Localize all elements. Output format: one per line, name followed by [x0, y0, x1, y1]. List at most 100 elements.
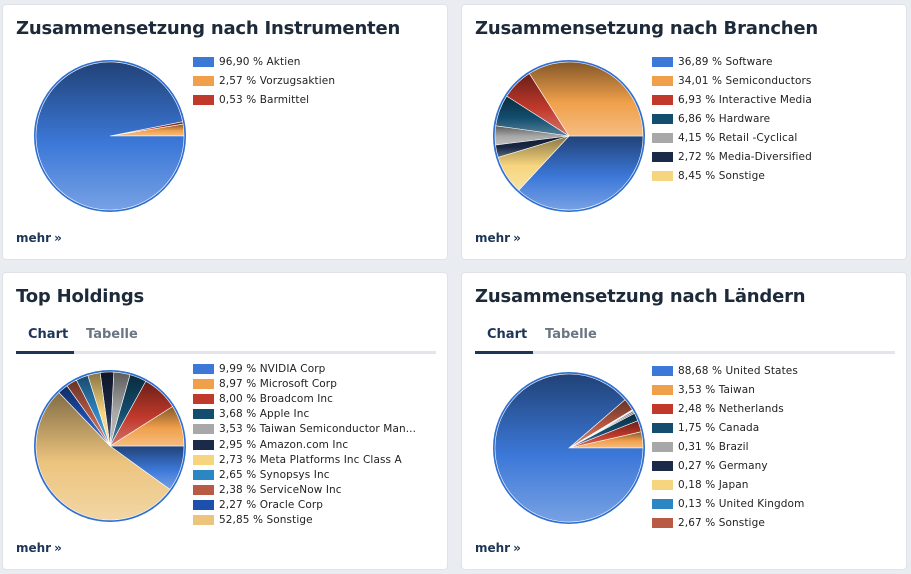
- legend-item: 2,65 % Synopsys Inc: [193, 467, 416, 482]
- legend-swatch: [652, 94, 673, 105]
- legend-swatch: [193, 75, 214, 86]
- legend-swatch: [193, 56, 214, 67]
- sectors-pie-chart: [493, 60, 645, 212]
- legend-swatch: [652, 132, 673, 143]
- legend-swatch: [652, 460, 673, 471]
- legend-label: 3,53 % Taiwan: [678, 383, 756, 396]
- chart-table-tabs: Chart Tabelle: [475, 320, 895, 354]
- legend-label: 0,13 % United Kingdom: [678, 497, 805, 510]
- legend-item: 2,72 % Media-Diversified: [652, 147, 812, 166]
- legend-label: 8,97 % Microsoft Corp: [219, 377, 337, 390]
- legend-swatch: [193, 515, 214, 526]
- mehr-link[interactable]: mehr»: [16, 231, 62, 245]
- sectors-legend: 36,89 % Software 34,01 % Semiconductors 6,…: [652, 52, 812, 185]
- legend-label: 2,57 % Vorzugsaktien: [219, 74, 336, 87]
- legend-label: 34,01 % Semiconductors: [678, 74, 812, 87]
- legend-item: 6,86 % Hardware: [652, 109, 812, 128]
- legend-swatch: [652, 422, 673, 433]
- legend-item: 0,18 % Japan: [652, 475, 804, 494]
- sectors-card: Zusammensetzung nach Branchen 36,89 % So…: [462, 5, 906, 259]
- legend-swatch: [193, 94, 214, 105]
- legend-swatch: [193, 500, 214, 511]
- legend-item: 9,99 % NVIDIA Corp: [193, 361, 416, 376]
- card-title: Zusammensetzung nach Ländern: [475, 286, 806, 307]
- tab-tabelle[interactable]: Tabelle: [86, 327, 138, 342]
- legend-swatch: [652, 365, 673, 376]
- legend-swatch: [193, 409, 214, 420]
- double-chevron-right-icon: »: [513, 541, 521, 555]
- countries-pie-chart: [493, 372, 645, 524]
- legend-item: 4,15 % Retail -Cyclical: [652, 128, 812, 147]
- double-chevron-right-icon: »: [54, 231, 62, 245]
- pie-slice-aktien[interactable]: [35, 61, 185, 211]
- legend-label: 2,65 % Synopsys Inc: [219, 468, 330, 481]
- pie-slice-united-states[interactable]: [494, 373, 644, 523]
- legend-item: 88,68 % United States: [652, 361, 804, 380]
- legend-label: 36,89 % Software: [678, 55, 773, 68]
- legend-swatch: [193, 363, 214, 374]
- tab-tabelle[interactable]: Tabelle: [545, 327, 597, 342]
- legend-swatch: [652, 441, 673, 452]
- instruments-card: Zusammensetzung nach Instrumenten 96,90 …: [3, 5, 447, 259]
- holdings-legend: 9,99 % NVIDIA Corp 8,97 % Microsoft Corp 8…: [193, 361, 416, 528]
- legend-item: 34,01 % Semiconductors: [652, 71, 812, 90]
- mehr-link[interactable]: mehr»: [475, 231, 521, 245]
- legend-swatch: [193, 454, 214, 465]
- legend-label: 2,67 % Sonstige: [678, 516, 765, 529]
- legend-swatch: [193, 439, 214, 450]
- pie-slice-sonstige[interactable]: [35, 392, 171, 521]
- legend-swatch: [652, 498, 673, 509]
- card-title: Zusammensetzung nach Instrumenten: [16, 18, 401, 39]
- legend-label: 2,48 % Netherlands: [678, 402, 784, 415]
- legend-label: 3,68 % Apple Inc: [219, 408, 310, 421]
- double-chevron-right-icon: »: [513, 231, 521, 245]
- legend-item: 2,73 % Meta Platforms Inc Class A: [193, 452, 416, 467]
- legend-label: 88,68 % United States: [678, 364, 798, 377]
- legend-swatch: [193, 424, 214, 435]
- legend-swatch: [652, 75, 673, 86]
- legend-label: 2,95 % Amazon.com Inc: [219, 438, 349, 451]
- legend-label: 0,27 % Germany: [678, 459, 768, 472]
- mehr-link[interactable]: mehr»: [475, 541, 521, 555]
- legend-item: 8,97 % Microsoft Corp: [193, 376, 416, 391]
- legend-swatch: [193, 393, 214, 404]
- legend-label: 96,90 % Aktien: [219, 55, 301, 68]
- card-title: Top Holdings: [16, 286, 145, 307]
- legend-label: 52,85 % Sonstige: [219, 514, 313, 527]
- legend-item: 2,38 % ServiceNow Inc: [193, 483, 416, 498]
- legend-label: 9,99 % NVIDIA Corp: [219, 362, 326, 375]
- countries-legend: 88,68 % United States 3,53 % Taiwan 2,48 %…: [652, 361, 804, 532]
- legend-swatch: [193, 378, 214, 389]
- tab-chart[interactable]: Chart: [475, 324, 533, 354]
- pie-slice-semiconductors[interactable]: [528, 61, 644, 137]
- legend-item: 0,31 % Brazil: [652, 437, 804, 456]
- legend-item: 2,95 % Amazon.com Inc: [193, 437, 416, 452]
- legend-label: 6,93 % Interactive Media: [678, 93, 812, 106]
- legend-swatch: [652, 170, 673, 181]
- legend-item: 8,45 % Sonstige: [652, 166, 812, 185]
- pie-slice-sonstige[interactable]: [497, 135, 570, 191]
- legend-swatch: [652, 56, 673, 67]
- legend-label: 4,15 % Retail -Cyclical: [678, 131, 798, 144]
- legend-item: 2,27 % Oracle Corp: [193, 498, 416, 513]
- legend-item: 8,00 % Broadcom Inc: [193, 391, 416, 406]
- mehr-link[interactable]: mehr»: [16, 541, 62, 555]
- pie-slice-software[interactable]: [518, 135, 644, 211]
- legend-item: 36,89 % Software: [652, 52, 812, 71]
- legend-item: 3,53 % Taiwan Semiconductor Man...: [193, 422, 416, 437]
- countries-card: Zusammensetzung nach Ländern Chart Tabel…: [462, 273, 906, 569]
- legend-label: 8,45 % Sonstige: [678, 169, 765, 182]
- legend-swatch: [193, 469, 214, 480]
- legend-label: 3,53 % Taiwan Semiconductor Man...: [219, 423, 417, 436]
- tab-chart[interactable]: Chart: [16, 324, 74, 354]
- legend-item: 0,13 % United Kingdom: [652, 494, 804, 513]
- legend-label: 1,75 % Canada: [678, 421, 760, 434]
- legend-item: 96,90 % Aktien: [193, 52, 335, 71]
- legend-item: 1,75 % Canada: [652, 418, 804, 437]
- legend-swatch: [193, 485, 214, 496]
- holdings-pie-chart: [34, 370, 186, 522]
- legend-swatch: [652, 151, 673, 162]
- legend-label: 0,31 % Brazil: [678, 440, 749, 453]
- legend-label: 2,72 % Media-Diversified: [678, 150, 812, 163]
- legend-label: 2,38 % ServiceNow Inc: [219, 484, 342, 497]
